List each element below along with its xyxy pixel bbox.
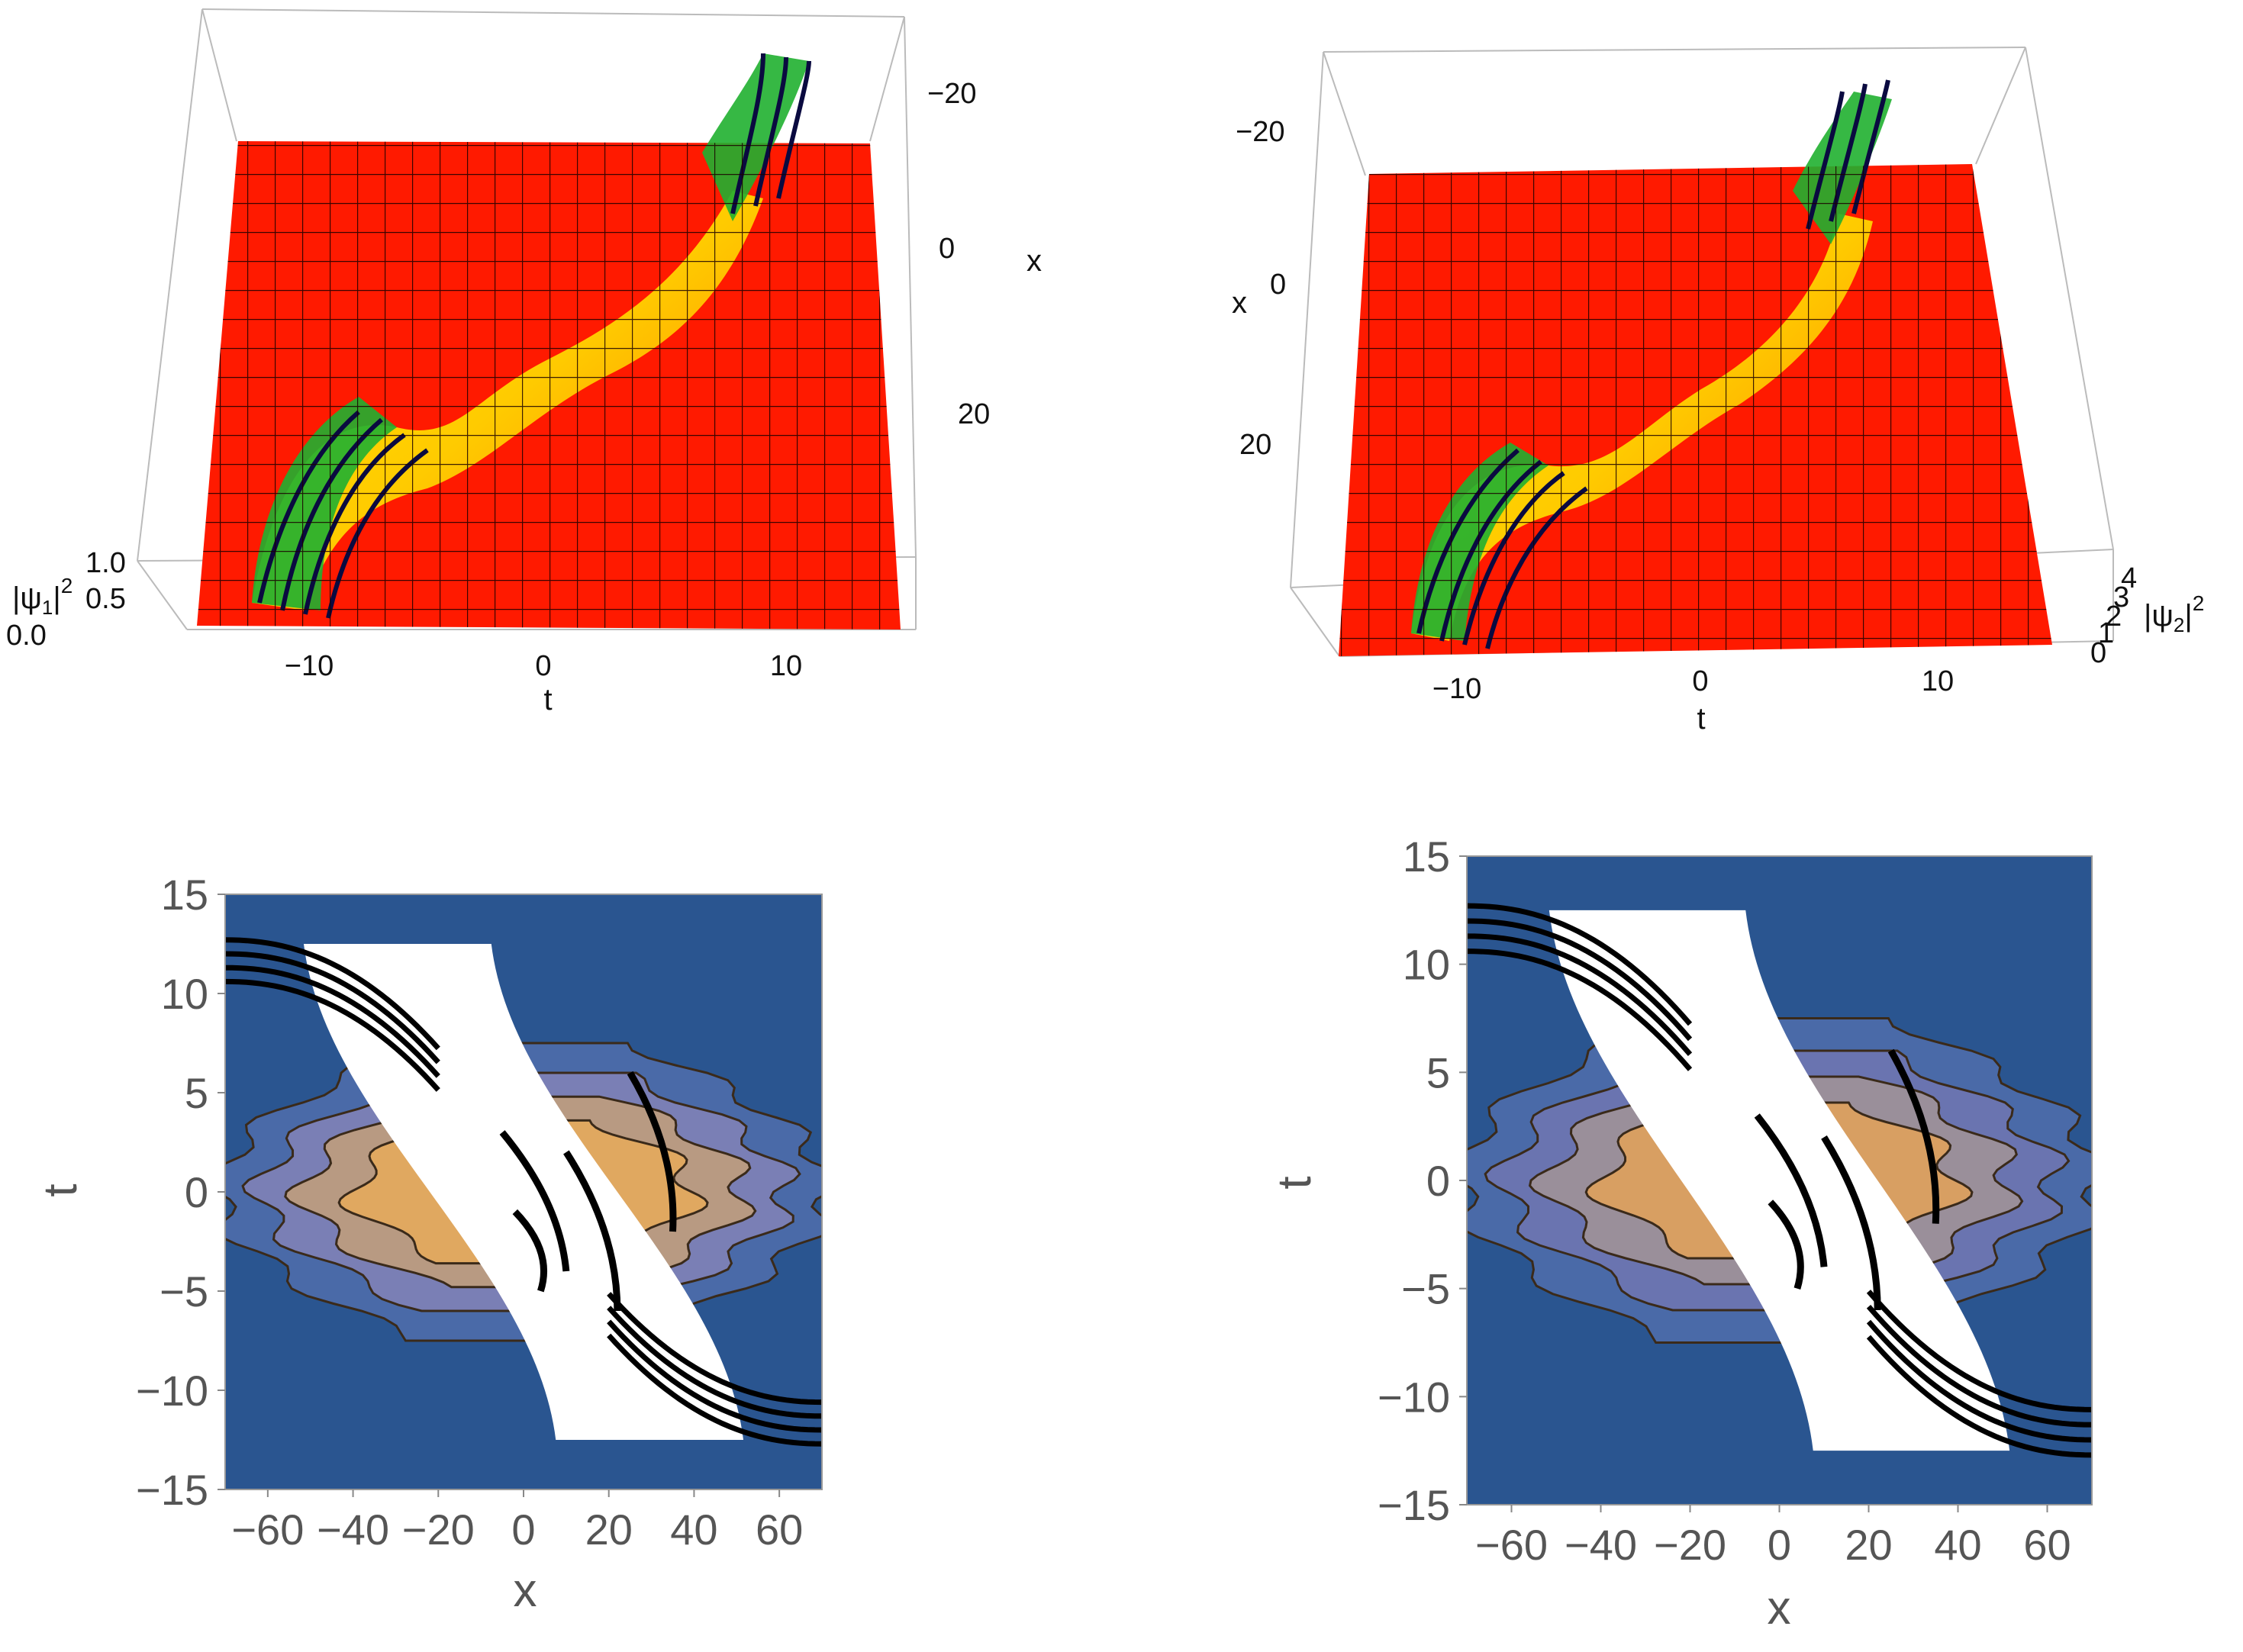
y-tick-label: 15: [161, 871, 208, 919]
contour-area: [224, 894, 823, 1490]
y-tick-label: 10: [1403, 941, 1450, 989]
x-tick-label: 40: [1934, 1521, 1981, 1569]
x-axis: −60 −40 −20 0 20 40 60: [231, 1489, 803, 1554]
y-tick-label: 10: [161, 970, 208, 1018]
y-tick-label: −15: [136, 1466, 208, 1514]
ridge-streak: [1866, 1319, 2092, 1443]
ridge-streak: [1467, 918, 1693, 1042]
z-axis-label: |ψ1|2: [12, 574, 73, 619]
ridge-streak: [225, 978, 440, 1092]
z-tick-label: 3: [2113, 581, 2129, 613]
t-tick-label: −10: [285, 650, 334, 682]
ridge-streak: [1467, 948, 1693, 1071]
y-tick-label: −10: [136, 1367, 208, 1415]
y-tick-label: 0: [185, 1168, 208, 1216]
t-axis-label: t: [543, 683, 552, 717]
t-tick-label: 0: [1692, 665, 1708, 697]
ridge-streak: [225, 937, 440, 1051]
y-tick-label: 5: [1426, 1048, 1450, 1097]
t-tick-label: 10: [770, 650, 802, 682]
y-tick-label: −5: [1401, 1265, 1450, 1313]
y-tick-label: 0: [1426, 1157, 1450, 1205]
x-axis-label: x: [1026, 244, 1042, 278]
t-tick-label: 0: [535, 650, 551, 682]
ridge-streak: [225, 951, 440, 1064]
x-tick-label: 0: [1270, 269, 1286, 301]
x-tick-label: 40: [670, 1505, 717, 1554]
contour-plot-psi1: −15 −10 −5 0 5 10 15 −60 −40 −20 0 20 40 60 x t: [0, 824, 1121, 1648]
y-tick-label: −5: [160, 1267, 208, 1315]
ridge-streak: [607, 1306, 822, 1419]
ridge-streak: [563, 1150, 621, 1312]
x-tick-label: 60: [2023, 1521, 2071, 1569]
x-tick-label: −60: [231, 1505, 304, 1554]
x-tick-label: 0: [1768, 1521, 1791, 1569]
x-tick-label: −20: [1654, 1521, 1726, 1569]
ridge-streak: [1866, 1290, 2092, 1412]
y-axis-label: t: [34, 1183, 87, 1196]
z-tick-label: 0.0: [6, 620, 47, 652]
ridge-streak: [1866, 1335, 2092, 1458]
ridge-streak: [225, 964, 440, 1078]
x-tick-label: 20: [1845, 1521, 1892, 1569]
ridge-streak: [1754, 1113, 1828, 1267]
ridge-streak: [607, 1333, 822, 1447]
x-tick-label: 20: [585, 1505, 633, 1554]
y-axis: −15 −10 −5 0 5 10 15: [136, 871, 225, 1514]
ridge-streak: [1768, 1200, 1804, 1290]
x-tick-label: −40: [1565, 1521, 1637, 1569]
x-tick-label: −20: [927, 78, 976, 110]
ridge-streak: [1866, 1304, 2092, 1428]
y-axis: −15 −10 −5 0 5 10 15: [1378, 832, 1467, 1529]
x-tick-label: 60: [756, 1505, 803, 1554]
x-axis-label: x: [1768, 1582, 1791, 1634]
x-tick-label: 20: [958, 398, 990, 430]
y-tick-label: −15: [1378, 1481, 1450, 1529]
x-tick-label: −60: [1475, 1521, 1548, 1569]
ridge-streak: [1887, 1048, 1940, 1224]
x-tick-label: 0: [511, 1505, 535, 1554]
x-axis-label: x: [514, 1564, 537, 1617]
ridge-streak: [627, 1071, 677, 1232]
ridge-streak: [499, 1130, 570, 1272]
ridge-streak: [607, 1319, 822, 1433]
x-tick-label: −20: [1236, 116, 1284, 148]
ridge-streak: [512, 1209, 548, 1293]
surface-plot-psi2: −20 0 20 x −10 0 10 t 4 3 2 1 0 |ψ2|2: [1121, 0, 2243, 748]
y-tick-label: 5: [185, 1069, 208, 1117]
x-axis-label: x: [1232, 286, 1247, 320]
z-tick-label: 0: [2090, 637, 2106, 669]
surface-plot-psi1: 1.0 0.5 0.0 |ψ1|2 −10 0 10 t −20 0 20 x: [0, 0, 1121, 733]
x-tick-label: −20: [402, 1505, 475, 1554]
t-tick-label: 10: [1922, 665, 1954, 697]
ridge-streak: [1467, 933, 1693, 1057]
z-tick-label: 1: [2098, 617, 2114, 649]
contour-plot-psi2: −15 −10 −5 0 5 10 15 −60 −40 −20 0 20 40 60 x t: [1121, 824, 2243, 1648]
z-tick-label: 4: [2121, 562, 2137, 594]
peak-region: [1549, 910, 2010, 1451]
z-tick-label: 2: [2106, 601, 2122, 633]
x-tick-label: 0: [939, 233, 955, 265]
contour-area: [1466, 855, 2093, 1505]
x-axis: −60 −40 −20 0 20 40 60: [1475, 1505, 2071, 1569]
z-tick-label: 1.0: [85, 547, 126, 579]
x-tick-label: −40: [317, 1505, 389, 1554]
ridge-streak: [1821, 1135, 1881, 1311]
ridge-streak: [1467, 903, 1693, 1026]
y-axis-label: t: [1268, 1176, 1321, 1189]
t-tick-label: −10: [1432, 673, 1481, 705]
x-tick-label: 20: [1239, 429, 1271, 461]
t-axis-label: t: [1697, 702, 1705, 736]
ridge-streak: [607, 1292, 822, 1406]
z-axis-label: |ψ2|2: [2144, 591, 2204, 636]
y-tick-label: −10: [1378, 1373, 1450, 1421]
z-tick-label: 0.5: [85, 583, 126, 615]
y-tick-label: 15: [1403, 832, 1450, 881]
